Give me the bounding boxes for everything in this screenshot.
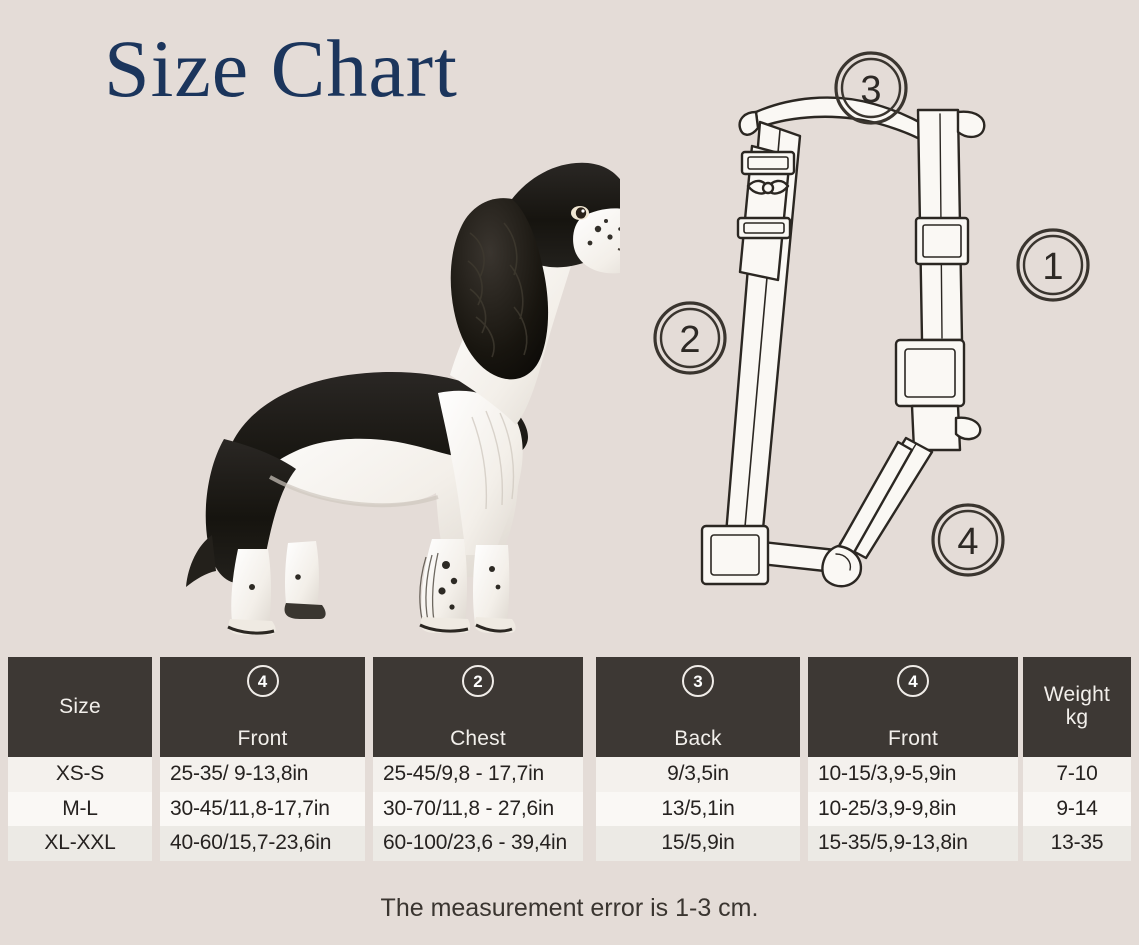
harness-diagram: 3 1 2 4	[640, 40, 1120, 620]
column-header-label: Back	[674, 727, 722, 751]
table-cell: XS-S	[8, 757, 152, 792]
column-header-sublabel: kg	[1065, 706, 1089, 729]
table-cell: XL-XXL	[8, 826, 152, 861]
column-header-chest: 2 Chest	[373, 657, 583, 757]
page-title: Size Chart	[104, 23, 458, 114]
badge-number-icon: 4	[246, 665, 279, 697]
column-header-label: Weight	[1043, 683, 1111, 707]
table-column-back: 3 Back 9/3,5in 13/5,1in 15/5,9in	[596, 657, 800, 861]
table-cell: 13/5,1in	[596, 791, 800, 827]
harness-callouts: 3 1 2 4	[653, 51, 1090, 577]
column-header-size: Size	[8, 657, 152, 757]
table-cell: 30-70/11,8 - 27,6in	[373, 791, 583, 827]
column-header-front-rear: 4 Front	[808, 657, 1018, 757]
callout-4: 4	[931, 503, 1005, 577]
table-column-weight: Weight kg 7-10 9-14 13-35	[1023, 657, 1131, 861]
table-cell: M-L	[8, 791, 152, 827]
table-cell: 13-35	[1023, 826, 1131, 861]
column-cells-chest: 25-45/9,8 - 17,7in 30-70/11,8 - 27,6in 6…	[373, 757, 583, 861]
size-table: Size XS-S M-L XL-XXL 4 Front 25-35/ 9-13…	[8, 657, 1131, 861]
table-cell: 25-35/ 9-13,8in	[160, 757, 365, 792]
column-header-label: Size	[59, 694, 101, 718]
table-column-front-front: 4 Front 25-35/ 9-13,8in 30-45/11,8-17,7i…	[160, 657, 365, 861]
column-header-label: Front	[887, 727, 938, 751]
table-cell: 9-14	[1023, 791, 1131, 827]
column-cells-size: XS-S M-L XL-XXL	[8, 757, 152, 861]
column-header-label: Chest	[450, 727, 506, 751]
column-header-front-front: 4 Front	[160, 657, 365, 757]
svg-text:2: 2	[679, 319, 700, 361]
column-header-label: Front	[237, 727, 288, 751]
table-cell: 10-15/3,9-5,9in	[808, 757, 1018, 792]
table-cell: 60-100/23,6 - 39,4in	[373, 826, 583, 861]
svg-text:4: 4	[957, 521, 978, 563]
callout-1: 1	[1016, 228, 1090, 302]
svg-text:1: 1	[1042, 246, 1063, 288]
badge-number-icon: 3	[682, 665, 714, 697]
column-cells-back: 9/3,5in 13/5,1in 15/5,9in	[596, 757, 800, 861]
column-cells-front-front: 25-35/ 9-13,8in 30-45/11,8-17,7in 40-60/…	[160, 757, 365, 861]
badge-number-icon: 4	[897, 665, 929, 697]
table-column-chest: 2 Chest 25-45/9,8 - 17,7in 30-70/11,8 - …	[373, 657, 583, 861]
table-column-front-rear: 4 Front 10-15/3,9-5,9in 10-25/3,9-9,8in …	[808, 657, 1018, 861]
table-cell: 15/5,9in	[596, 826, 800, 861]
dog-illustration	[120, 125, 620, 635]
table-cell: 10-25/3,9-9,8in	[808, 791, 1018, 827]
table-cell: 9/3,5in	[596, 757, 800, 792]
table-cell: 15-35/5,9-13,8in	[808, 826, 1018, 861]
callout-3: 3	[834, 51, 908, 125]
column-cells-weight: 7-10 9-14 13-35	[1023, 757, 1131, 861]
svg-text:3: 3	[860, 69, 881, 111]
table-cell: 7-10	[1023, 757, 1131, 792]
callout-2: 2	[653, 301, 727, 375]
column-cells-front-rear: 10-15/3,9-5,9in 10-25/3,9-9,8in 15-35/5,…	[808, 757, 1018, 861]
table-cell: 30-45/11,8-17,7in	[160, 791, 365, 827]
table-column-size: Size XS-S M-L XL-XXL	[8, 657, 152, 861]
measurement-error-note: The measurement error is 1-3 cm.	[380, 894, 759, 922]
badge-number-icon: 2	[462, 665, 494, 697]
column-header-back: 3 Back	[596, 657, 800, 757]
table-cell: 40-60/15,7-23,6in	[160, 826, 365, 861]
column-header-weight: Weight kg	[1023, 657, 1131, 757]
table-cell: 25-45/9,8 - 17,7in	[373, 757, 583, 792]
